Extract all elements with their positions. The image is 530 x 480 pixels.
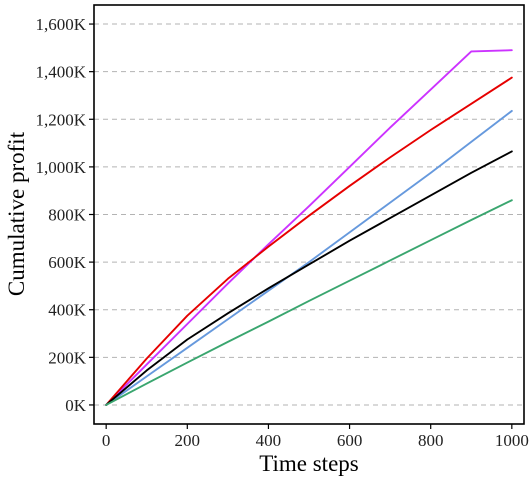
x-tick-label: 400	[256, 431, 282, 450]
y-tick-label: 800K	[48, 206, 87, 225]
y-tick-label: 200K	[48, 348, 87, 367]
grid-lines	[94, 23, 524, 406]
series-line-3	[105, 109, 513, 406]
series-line-2	[105, 76, 513, 406]
series-line-1	[105, 49, 513, 406]
x-tick-label: 200	[175, 431, 201, 450]
x-tick-label: 800	[418, 431, 444, 450]
y-tick-label: 1,200K	[35, 110, 86, 129]
y-tick-label: 0K	[65, 396, 87, 415]
y-tick-label: 400K	[48, 301, 87, 320]
y-axis-title: Cumulative profit	[4, 131, 29, 296]
y-tick-label: 1,000K	[35, 158, 86, 177]
y-tick-label: 600K	[48, 253, 87, 272]
x-axis-ticks: 0 200 400 600 800 1000	[102, 424, 529, 450]
x-axis-title: Time steps	[259, 451, 359, 476]
series-line-5	[105, 199, 513, 406]
y-tick-label: 1,600K	[35, 15, 86, 34]
x-tick-label: 600	[337, 431, 363, 450]
series-lines	[105, 49, 513, 406]
y-axis-ticks: 0K 200K 400K 600K 800K 1,000K 1,200K 1,400K 1,60…	[35, 15, 94, 415]
y-tick-label: 1,400K	[35, 63, 86, 82]
x-tick-label: 0	[102, 431, 111, 450]
x-tick-label: 1000	[495, 431, 529, 450]
series-line-4	[105, 150, 513, 406]
